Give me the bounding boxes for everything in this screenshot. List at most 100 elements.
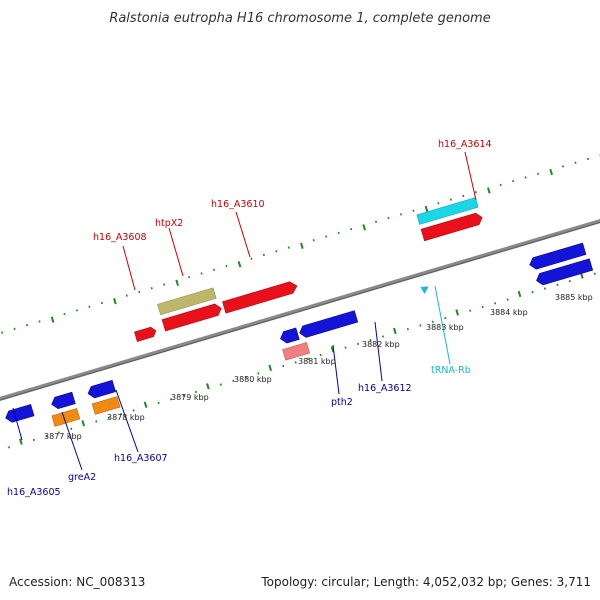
gene-right-upper-arrow[interactable] [528,242,587,271]
ruler-minor-tick [574,161,577,164]
ruler-major-tick [143,401,148,408]
gene-pth2-pink-arrow[interactable] [282,342,310,361]
ruler-minor-tick [543,287,547,290]
ruler-major-tick [393,327,397,335]
ruler-minor-tick [444,316,447,320]
ruler-major-tick [330,346,335,353]
ruler-major-tick [50,316,55,323]
tick-label-3885: 3885 kbp [555,293,593,302]
trna-rb-arrow[interactable] [416,197,479,225]
ruler-minor-tick [150,287,153,290]
tick-label-3884: 3884 kbp [490,308,528,317]
leader-h16-A3608 [122,245,136,291]
tick-label-3877: 3877 kbp [44,432,82,441]
ruler-minor-tick [244,375,247,379]
ruler-minor-tick [232,379,235,383]
label-h16-A3614[interactable]: h16_A3614 [438,139,492,150]
ruler-minor-tick [95,420,98,423]
label-h16-A3610[interactable]: h16_A3610 [211,199,265,210]
ruler-minor-tick [369,339,372,342]
leader-grea2 [61,411,83,471]
tick-label-3879: 3879 kbp [171,393,209,402]
gene-grea2-orange-arrow[interactable] [51,408,81,427]
ruler-minor-tick [319,353,322,357]
gene-labels: h16_A3605 greA2 h16_A3607 h16_A3608 htpX… [7,139,492,498]
ruler-minor-tick [375,220,378,223]
ruler-minor-tick [257,372,260,375]
trna-small-marker[interactable] [420,285,430,295]
ruler-minor-tick [262,253,265,257]
ruler-minor-tick [100,301,103,305]
label-trna-rb[interactable]: tRNA-Rb [431,365,471,376]
ruler-minor-tick [138,290,141,294]
ruler-minor-tick [431,320,434,323]
ruler-minor-tick [506,298,509,301]
chromosome-backbone [0,200,600,420]
upper-ruler [1,154,600,334]
ruler-minor-tick [381,335,385,338]
ruler-minor-tick [120,412,123,416]
gene-h16-A3612-arrow[interactable] [298,310,359,339]
gene-grea2-arrow[interactable] [50,391,76,410]
gene-h16-A3614-arrow[interactable] [420,212,484,242]
label-h16-A3612[interactable]: h16_A3612 [358,383,412,394]
label-pth2[interactable]: pth2 [331,397,353,408]
leader-h16-A3607 [115,389,139,453]
gene-h16-A3610b-arrow[interactable] [222,280,298,314]
ruler-minor-tick [294,361,297,364]
ruler-minor-tick [537,172,540,175]
ruler-minor-tick [70,427,73,431]
ruler-minor-tick [449,198,452,201]
leader-trna-rb [434,285,451,365]
map-title: Ralstonia eutropha H16 chromosome 1, com… [109,11,490,26]
ruler-minor-tick [399,213,403,216]
gene-h16-A3610-arrow[interactable] [161,303,223,332]
tick-label-3883: 3883 kbp [426,323,464,332]
ruler-minor-tick [469,309,472,312]
ruler-minor-tick [586,157,590,161]
forward-strand-features [134,197,484,342]
ruler-major-tick [206,383,210,390]
ruler-minor-tick [107,416,110,419]
gene-htpx2-arrow[interactable] [157,287,217,316]
gene-pth2-arrow[interactable] [279,327,300,345]
ruler-minor-tick [250,257,253,260]
ruler-minor-tick [75,309,78,312]
ruler-minor-tick [462,194,465,198]
ruler-minor-tick [212,268,216,271]
ruler-minor-tick [499,183,502,187]
ruler-minor-tick [387,216,390,220]
tick-label-3881: 3881 kbp [298,357,336,366]
gene-h16-A3608-arrow[interactable] [134,326,157,342]
ruler-minor-tick [568,279,571,283]
ruler-minor-tick [556,283,559,287]
ruler-minor-tick [412,209,415,212]
ruler-minor-tick [200,272,203,275]
label-grea2[interactable]: greA2 [68,472,96,483]
label-h16-A3607[interactable]: h16_A3607 [114,453,168,464]
ruler-minor-tick [312,239,315,242]
ruler-minor-tick [474,191,477,194]
leader-h16-A3610 [235,211,251,258]
tick-label-3882: 3882 kbp [362,340,400,349]
ruler-minor-tick [344,346,347,349]
gene-h16-A3607-arrow[interactable] [86,379,116,399]
tick-label-3880: 3880 kbp [234,375,272,384]
ruler-minor-tick [561,165,565,168]
ruler-major-tick [455,309,459,316]
leader-h16-A3605 [12,407,23,441]
ruler-minor-tick [63,312,66,316]
gene-h16-A3605-arrow[interactable] [4,404,35,423]
ruler-minor-tick [494,302,497,305]
ruler-minor-tick [325,235,328,238]
label-htpx2[interactable]: htpX2 [155,218,183,229]
ruler-minor-tick [157,401,160,405]
ruler-major-tick [19,438,23,445]
ruler-minor-tick [32,438,35,442]
label-h16-A3608[interactable]: h16_A3608 [93,232,147,243]
gene-right-lower-arrow[interactable] [535,258,594,287]
gene-h16-A3607-orange-arrow[interactable] [91,396,121,415]
ruler-minor-tick [406,327,409,331]
label-h16-A3605[interactable]: h16_A3605 [7,487,61,498]
ruler-major-tick [268,364,273,372]
